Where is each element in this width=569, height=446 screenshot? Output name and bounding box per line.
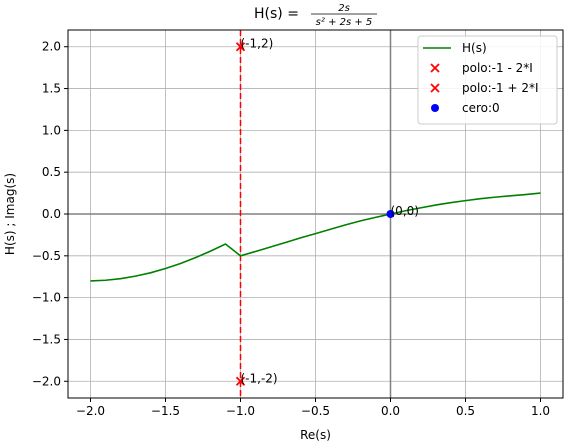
legend-item: polo:-1 - 2*I: [430, 61, 533, 75]
legend-item: H(s): [423, 41, 487, 55]
legend-label: polo:-1 + 2*I: [462, 81, 539, 95]
point-annotation: (0,0): [391, 204, 419, 218]
legend-label: H(s): [462, 41, 487, 55]
zero-marker: [386, 210, 395, 218]
y-tick-label: 0.5: [42, 165, 61, 179]
legend-box: [417, 35, 558, 125]
annotations: (-1,2) (-1,-2) (0,0): [241, 37, 419, 386]
pole-marker: [235, 376, 246, 386]
title-numerator: 2s: [338, 3, 350, 14]
y-tick-label: 1.0: [42, 123, 61, 137]
legend-swatch-dot: [431, 104, 439, 112]
legend: H(s) polo:-1 - 2*I polo:-1 + 2*I cero:0: [417, 35, 558, 125]
x-tick-label: 1.0: [531, 404, 550, 418]
pole-marker: [235, 42, 246, 52]
x-tick-label: −0.5: [301, 404, 330, 418]
y-tick-label: −1.5: [32, 332, 61, 346]
x-tick-label: −1.0: [226, 404, 255, 418]
x-axis-ticks: −2.0 −1.5 −1.0 −0.5 0.0 0.5 1.0: [76, 398, 550, 418]
y-axis-label: H(s) ; Imag(s): [3, 173, 17, 255]
x-tick-label: 0.5: [456, 404, 475, 418]
y-tick-label: 0.0: [42, 207, 61, 221]
point-annotation: (-1,2): [241, 37, 274, 51]
legend-swatch-x: [430, 83, 440, 93]
legend-label: cero:0: [462, 101, 500, 115]
y-tick-label: 2.0: [42, 40, 61, 54]
y-tick-label: −1.0: [32, 291, 61, 305]
y-tick-label: −2.0: [32, 374, 61, 388]
series-layer: [90, 42, 541, 386]
legend-item: polo:-1 + 2*I: [430, 81, 539, 95]
legend-label: polo:-1 - 2*I: [462, 61, 533, 75]
legend-swatch-x: [430, 63, 440, 73]
y-axis-ticks: −2.0 −1.5 −1.0 −0.5 0.0 0.5 1.0 1.5 2.0: [32, 40, 68, 388]
x-tick-label: −1.5: [151, 404, 180, 418]
legend-item: cero:0: [431, 101, 500, 115]
point-annotation: (-1,-2): [241, 371, 278, 385]
chart-title: H(s) =: [254, 6, 299, 22]
x-tick-label: −2.0: [76, 404, 105, 418]
x-tick-label: 0.0: [381, 404, 400, 418]
series-line-h: [90, 192, 541, 282]
y-tick-label: −0.5: [32, 249, 61, 263]
title-denominator: s² + 2s + 5: [316, 17, 373, 28]
x-axis-label: Re(s): [300, 428, 331, 442]
y-tick-label: 1.5: [42, 82, 61, 96]
